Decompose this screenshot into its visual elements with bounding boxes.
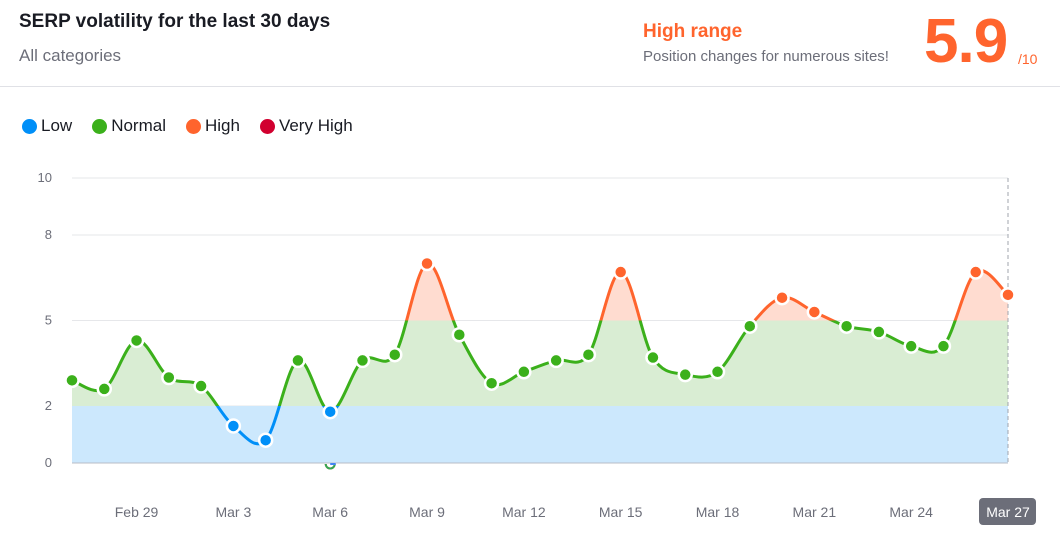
data-point[interactable] xyxy=(290,352,306,369)
x-tick-label: Mar 9 xyxy=(409,504,445,520)
high-dot-icon xyxy=(185,118,201,134)
x-tick-label: Mar 6 xyxy=(312,504,348,520)
normal-area-fill xyxy=(72,320,1008,406)
legend-very-high[interactable]: Very High xyxy=(259,116,353,136)
google-arc xyxy=(324,463,336,470)
x-tick-label: Mar 18 xyxy=(696,504,740,520)
low-band-fill xyxy=(72,406,1008,463)
x-tick-label: Mar 12 xyxy=(502,504,546,520)
data-point[interactable] xyxy=(838,318,855,334)
data-point[interactable] xyxy=(645,349,661,366)
legend-label: High xyxy=(204,116,240,135)
data-point[interactable] xyxy=(419,255,435,272)
data-point[interactable] xyxy=(257,432,274,448)
y-tick-label: 5 xyxy=(45,313,52,328)
data-point[interactable] xyxy=(612,264,629,280)
x-tick-label: Mar 3 xyxy=(215,504,251,520)
data-point[interactable] xyxy=(935,338,952,354)
data-point[interactable] xyxy=(709,364,726,380)
y-tick-label: 10 xyxy=(38,170,52,185)
range-label: High range xyxy=(643,21,743,42)
score-max: /10 xyxy=(1018,51,1038,67)
y-tick-label: 2 xyxy=(45,398,52,413)
legend-label: Low xyxy=(41,116,73,135)
data-point[interactable] xyxy=(322,403,338,420)
data-point[interactable] xyxy=(483,375,500,391)
header: SERP volatility for the last 30 days All… xyxy=(0,0,1060,87)
category-selector[interactable]: All categories xyxy=(19,46,122,65)
legend-label: Normal xyxy=(111,116,166,135)
page-title: SERP volatility for the last 30 days xyxy=(19,11,331,32)
x-tick-label: Feb 29 xyxy=(115,504,159,520)
google-update-icon[interactable] xyxy=(324,458,336,470)
data-point[interactable] xyxy=(580,346,597,363)
data-point[interactable] xyxy=(354,352,371,369)
x-tick-label: Mar 27 xyxy=(986,504,1030,520)
data-point[interactable] xyxy=(387,346,403,363)
data-point[interactable] xyxy=(96,381,113,397)
chart-legend: Low Normal High Very High xyxy=(22,116,353,136)
x-tick-label: Mar 15 xyxy=(599,504,643,520)
legend-normal[interactable]: Normal xyxy=(92,116,166,136)
highlighted-date-badge xyxy=(979,498,1036,525)
data-point[interactable] xyxy=(806,304,823,320)
y-tick-label: 8 xyxy=(45,227,52,242)
data-point[interactable] xyxy=(161,369,177,386)
data-point[interactable] xyxy=(1000,287,1016,303)
data-point[interactable] xyxy=(677,366,693,383)
data-point[interactable] xyxy=(967,264,984,280)
normal-dot-icon xyxy=(92,118,108,134)
x-tick-label: Mar 24 xyxy=(889,504,933,520)
y-tick-label: 0 xyxy=(45,455,52,470)
data-point[interactable] xyxy=(548,352,564,369)
data-point[interactable] xyxy=(64,372,80,389)
legend-low[interactable]: Low xyxy=(22,116,72,136)
data-point[interactable] xyxy=(871,324,887,340)
x-tick-label: Mar 21 xyxy=(793,504,837,520)
data-point[interactable] xyxy=(225,418,242,434)
volatility-score: 5.9 xyxy=(924,7,1008,76)
data-point[interactable] xyxy=(451,327,468,343)
legend-high[interactable]: High xyxy=(185,116,240,136)
data-point[interactable] xyxy=(128,332,145,349)
low-dot-icon xyxy=(22,118,37,134)
range-description: Position changes for numerous sites! xyxy=(643,48,889,65)
data-point[interactable] xyxy=(193,378,209,394)
very-high-dot-icon xyxy=(259,118,275,134)
legend-label: Very High xyxy=(278,116,353,135)
data-point[interactable] xyxy=(742,318,758,334)
data-point[interactable] xyxy=(774,289,790,306)
data-point[interactable] xyxy=(516,364,532,380)
data-point[interactable] xyxy=(903,338,919,354)
